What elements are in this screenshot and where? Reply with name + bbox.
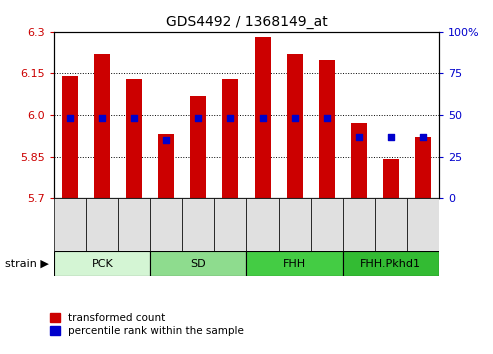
Bar — [62, 76, 78, 198]
Bar — [86, 198, 118, 251]
Point — [354, 134, 362, 139]
Bar — [286, 54, 303, 198]
Bar — [383, 159, 399, 198]
Text: FHH: FHH — [283, 259, 306, 269]
Point — [194, 115, 202, 121]
Text: SD: SD — [191, 259, 206, 269]
Bar — [150, 251, 246, 276]
Bar — [182, 198, 214, 251]
Text: strain ▶: strain ▶ — [5, 259, 49, 269]
Bar — [407, 198, 439, 251]
Bar — [190, 96, 207, 198]
Bar — [343, 198, 375, 251]
Bar — [343, 251, 439, 276]
Point — [290, 115, 298, 121]
Point — [162, 137, 170, 143]
Text: PCK: PCK — [91, 259, 113, 269]
Point — [322, 115, 330, 121]
Bar — [415, 137, 431, 198]
Bar — [318, 59, 335, 198]
Point — [258, 115, 266, 121]
Point — [130, 115, 138, 121]
Point — [226, 115, 234, 121]
Bar — [351, 124, 367, 198]
Bar — [158, 135, 175, 198]
Bar — [214, 198, 246, 251]
Bar — [150, 198, 182, 251]
Bar — [375, 198, 407, 251]
Bar — [222, 79, 239, 198]
Bar — [54, 198, 86, 251]
Bar — [246, 251, 343, 276]
Legend: transformed count, percentile rank within the sample: transformed count, percentile rank withi… — [50, 313, 244, 336]
Bar — [246, 198, 279, 251]
Point — [66, 115, 74, 121]
Bar — [254, 38, 271, 198]
Bar — [94, 54, 110, 198]
Bar — [126, 79, 142, 198]
Text: FHH.Pkhd1: FHH.Pkhd1 — [360, 259, 421, 269]
Bar — [279, 198, 311, 251]
Point — [387, 134, 394, 139]
Bar — [311, 198, 343, 251]
Point — [98, 115, 106, 121]
Bar — [118, 198, 150, 251]
Title: GDS4492 / 1368149_at: GDS4492 / 1368149_at — [166, 16, 327, 29]
Bar — [54, 251, 150, 276]
Point — [419, 134, 426, 139]
